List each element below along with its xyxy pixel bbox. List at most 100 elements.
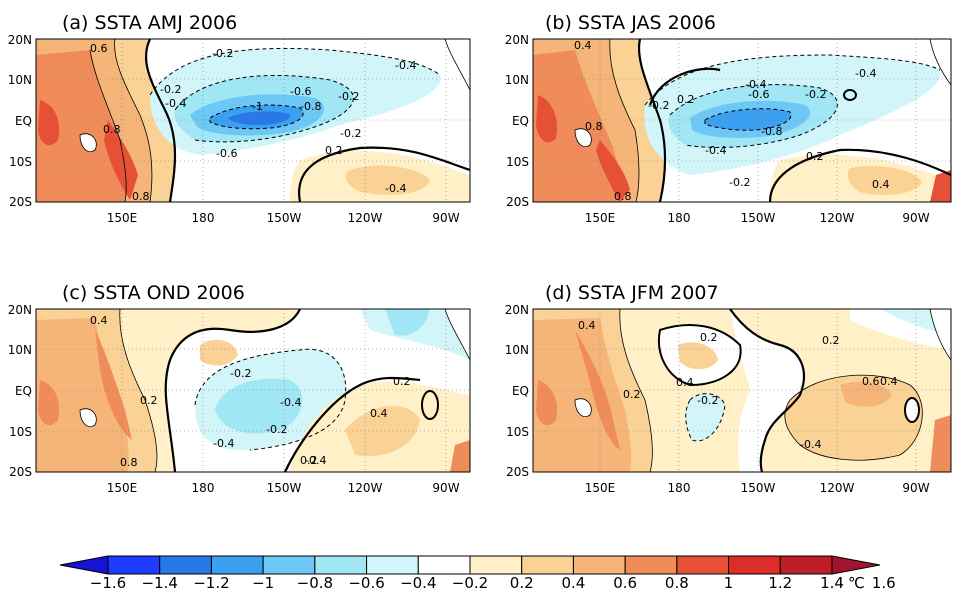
- colorbar-tick-label: 1.2: [768, 574, 792, 592]
- panel-c-lat-label: 20S: [9, 465, 32, 479]
- panel-d-contour-label: 0.4: [676, 376, 694, 389]
- panel-c-title: (c) SSTA OND 2006: [62, 282, 245, 304]
- colorbar-swatch: [107, 555, 161, 575]
- colorbar-swatch: [417, 555, 471, 575]
- colorbar-swatch: [779, 555, 833, 575]
- panel-b-lon-label: 120W: [820, 211, 855, 225]
- colorbar-swatches: [107, 555, 833, 575]
- colorbar-tick-label: −1.6: [90, 574, 126, 592]
- colorbar-tick-label: 0.6: [613, 574, 637, 592]
- panel-d-lat-label: 20N: [505, 303, 529, 317]
- colorbar-tick-label: 1.6: [872, 574, 896, 592]
- panel-a-lon-label: 120W: [348, 211, 383, 225]
- panel-d-contour-label: 0.2: [623, 388, 641, 401]
- panel-d-lat-label: 10N: [505, 343, 529, 357]
- panel-c-lat-label: 20N: [8, 303, 32, 317]
- panel-d-contour-label: 0.4: [578, 319, 596, 332]
- panel-d-contour-label: 0.6: [862, 375, 880, 388]
- colorbar-tick-label: 0.8: [665, 574, 689, 592]
- panel-b-lon-label: 180: [668, 211, 691, 225]
- colorbar-left-arrow: [59, 555, 109, 575]
- panel-a-contour-label: 0.8: [103, 123, 121, 136]
- panel-c-contour-label: 0.2: [140, 394, 158, 407]
- panel-d-lon-label: 180: [668, 481, 691, 495]
- panel-d-lat-label: EQ: [512, 384, 529, 398]
- colorbar-tick-label: 0.4: [561, 574, 585, 592]
- panel-a-lon-label: 180: [192, 211, 215, 225]
- panel-c-lon-label: 180: [192, 481, 215, 495]
- panel-b: (b) SSTA JAS 2006: [505, 12, 952, 225]
- panel-d-lon-label: 120W: [820, 481, 855, 495]
- panel-b-lat-label: 10N: [505, 73, 529, 87]
- panel-a-contour-label: 0.6: [90, 42, 108, 55]
- panel-a-contour-label: -0.4: [385, 182, 406, 195]
- panel-a-lon-label: 150E: [107, 211, 138, 225]
- panel-d-lat-label: 10S: [506, 425, 529, 439]
- panel-c-map: [36, 309, 470, 472]
- panel-a: (a) SSTA AMJ 2006: [8, 12, 471, 225]
- panel-a-title: (a) SSTA AMJ 2006: [62, 12, 237, 34]
- colorbar-swatch: [521, 555, 574, 575]
- panel-d-contour-label: -0.2: [697, 394, 718, 407]
- panel-a-lat-label: 10N: [8, 73, 32, 87]
- panel-b-contour-label: -0.4: [745, 78, 766, 91]
- panel-a-contour-label: -0.4: [395, 59, 416, 72]
- panel-c-contour-label: 0.8: [120, 456, 138, 469]
- colorbar-tick-label: −0.8: [297, 574, 333, 592]
- panel-d-lon-label: 90W: [902, 481, 929, 495]
- panel-b-contour-label: 0.4: [872, 178, 890, 191]
- panel-a-contour-label: -0.2: [340, 127, 361, 140]
- panel-a-map: [36, 39, 470, 202]
- panel-d-lon-label: 150W: [741, 481, 776, 495]
- panel-c-contour-label: 0.2: [393, 375, 411, 388]
- panel-a-contour-label: -0.2: [338, 90, 359, 103]
- panel-c-contour-label: 0.4: [370, 407, 388, 420]
- colorbar-swatch: [366, 555, 419, 575]
- colorbar-tick-label: −0.2: [452, 574, 488, 592]
- panel-c-contour-label: -0.4: [213, 437, 234, 450]
- panel-a-contour-label: -1: [252, 100, 263, 113]
- panel-a-contour-label: -0.2: [212, 47, 233, 60]
- panel-b-lat-label: 10S: [506, 155, 529, 169]
- colorbar-ticks: −1.6 −1.4 −1.2 −1 −0.8 −0.6 −0.4 −0.2 0.2 0.4 0.6 0…: [90, 574, 896, 592]
- panel-b-contour-label: 0.4: [574, 39, 592, 52]
- panel-b-map: [533, 39, 951, 202]
- panel-c-contour-label: -0.4: [305, 454, 326, 467]
- panel-c-lon-label: 150W: [267, 481, 302, 495]
- panel-c-contour-label: 0.2: [300, 454, 318, 467]
- colorbar-tick-label: −1: [252, 574, 274, 592]
- panel-c-lat-label: 10S: [9, 425, 32, 439]
- panel-d-contour-label: 0.2: [700, 331, 718, 344]
- panel-d-contour-label: 0.2: [822, 334, 840, 347]
- panel-b-lat-label: 20S: [506, 195, 529, 209]
- colorbar-swatch: [676, 555, 730, 575]
- panel-b-contour-label: -0.6: [748, 88, 769, 101]
- colorbar-tick-label: −1.4: [141, 574, 177, 592]
- colorbar-swatch: [572, 555, 626, 575]
- panel-d-map: [533, 309, 951, 472]
- colorbar-tick-label: 1: [724, 574, 734, 592]
- colorbar-unit: ℃: [848, 574, 865, 592]
- colorbar-swatch: [314, 555, 368, 575]
- colorbar-right-arrow: [831, 555, 881, 575]
- panel-b-contour-label: -0.2: [805, 88, 826, 101]
- colorbar-swatch: [159, 555, 212, 575]
- colorbar-swatch: [624, 555, 678, 575]
- panel-a-contour-label: -0.6: [290, 85, 311, 98]
- panel-d-contour-label: -0.4: [800, 438, 821, 451]
- panel-b-lat-label: EQ: [512, 114, 529, 128]
- panel-c-lon-label: 90W: [432, 481, 459, 495]
- panel-a-lat-label: EQ: [15, 114, 32, 128]
- colorbar-tick-label: 0.2: [510, 574, 534, 592]
- colorbar-tick-label: −0.6: [348, 574, 384, 592]
- panel-a-lon-label: 150W: [267, 211, 302, 225]
- panel-c-contour-label: 0.4: [90, 314, 108, 327]
- panel-b-contour-label: 0.2: [677, 93, 695, 106]
- panel-c: (c) SSTA OND 2006: [8, 282, 471, 495]
- panel-b-title: (b) SSTA JAS 2006: [545, 12, 716, 34]
- colorbar-swatch: [262, 555, 316, 575]
- panel-b-contour-label: -0.4: [705, 144, 726, 157]
- panel-b-lon-label: 90W: [902, 211, 929, 225]
- panel-d-title: (d) SSTA JFM 2007: [545, 282, 719, 304]
